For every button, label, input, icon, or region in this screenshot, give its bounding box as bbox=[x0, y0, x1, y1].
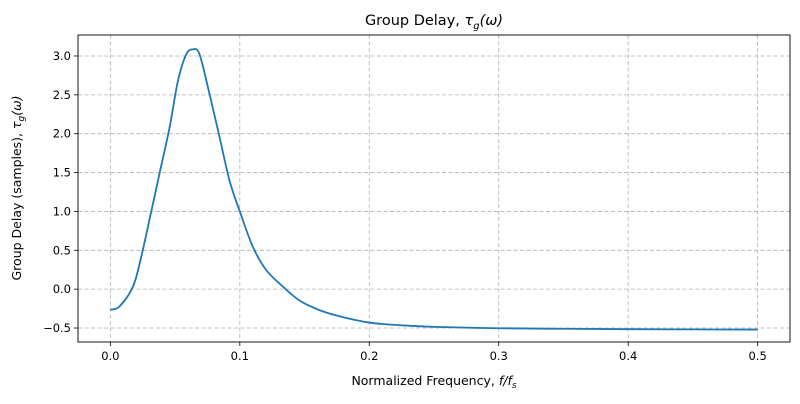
x-tick-label: 0.1 bbox=[231, 349, 249, 363]
x-axis-label: Normalized Frequency, f/fs bbox=[351, 373, 516, 391]
y-tick-label: 1.0 bbox=[53, 204, 71, 218]
x-tick-label: 0.5 bbox=[748, 349, 766, 363]
y-tick-label: 0.0 bbox=[53, 282, 71, 296]
y-tick-label: 0.5 bbox=[53, 243, 71, 257]
plot-frame bbox=[77, 34, 791, 343]
y-tick-label: 3.0 bbox=[53, 49, 71, 63]
chart-title: Group Delay, τg(ω) bbox=[365, 13, 503, 32]
y-tick-label: 2.0 bbox=[53, 127, 71, 141]
y-axis-label: Group Delay (samples), τg(ω) bbox=[9, 96, 27, 281]
y-tick-label: −0.5 bbox=[43, 321, 71, 335]
x-tick-label: 0.3 bbox=[490, 349, 508, 363]
x-tick-label: 0.0 bbox=[101, 349, 119, 363]
y-tick-label: 1.5 bbox=[53, 166, 71, 180]
group-delay-line bbox=[110, 48, 758, 331]
ticks: 0.0 0.1 0.2 0.3 0.4 0.5 −0.5 0.0 0.5 1.0 1.5 2.0 2.5… bbox=[43, 49, 767, 363]
x-tick-label: 0.4 bbox=[619, 349, 637, 363]
x-tick-label: 0.2 bbox=[360, 349, 378, 363]
y-tick-label: 2.5 bbox=[53, 88, 71, 102]
grid bbox=[78, 35, 790, 342]
